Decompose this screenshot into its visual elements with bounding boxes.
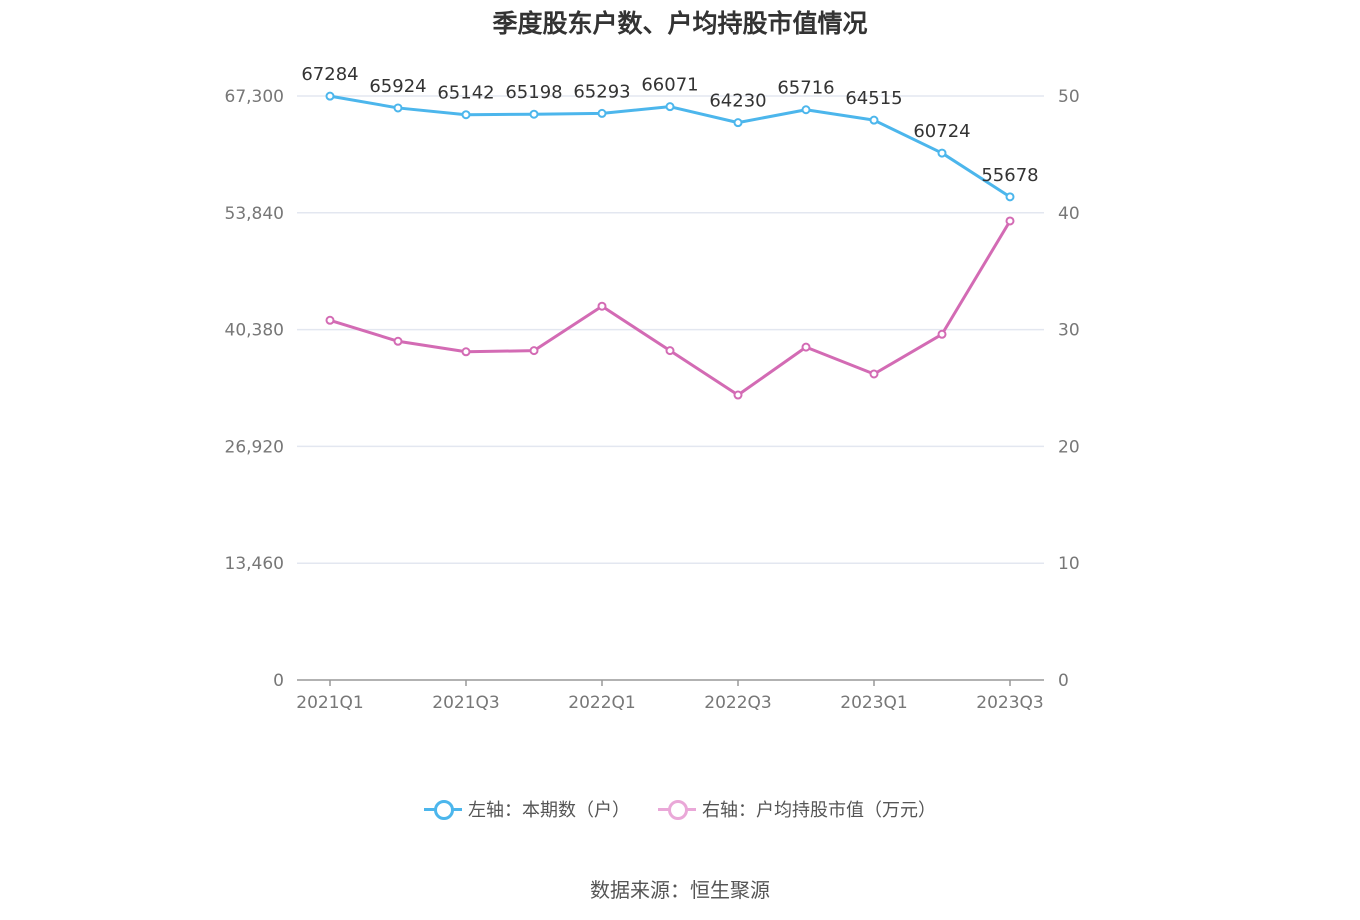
- data-point-avg-holding: [325, 315, 335, 325]
- data-label: 66071: [641, 75, 698, 96]
- data-label: 64515: [845, 88, 902, 109]
- data-point-shareholders: [461, 110, 471, 120]
- x-tick-label: 2023Q3: [976, 693, 1043, 713]
- data-point-shareholders: [1005, 192, 1015, 202]
- legend-item-right-series[interactable]: 右轴：户均持股市值（万元）: [658, 796, 936, 822]
- data-label: 65716: [777, 78, 834, 99]
- data-point-avg-holding: [733, 390, 743, 400]
- data-point-shareholders: [733, 118, 743, 128]
- right-y-tick-label: 10: [1058, 554, 1080, 574]
- left-y-tick-label: 67,300: [225, 87, 284, 107]
- data-point-avg-holding: [665, 346, 675, 356]
- data-point-shareholders: [869, 115, 879, 125]
- data-point-avg-holding: [529, 346, 539, 356]
- data-point-shareholders: [937, 148, 947, 158]
- data-source: 数据来源：恒生聚源: [590, 878, 770, 902]
- left-y-tick-label: 13,460: [225, 554, 284, 574]
- data-label: 65293: [573, 81, 630, 102]
- data-label: 55678: [981, 165, 1038, 186]
- left-y-tick-label: 53,840: [225, 204, 284, 224]
- data-point-avg-holding: [1005, 216, 1015, 226]
- series-line-shareholders: [329, 94, 1011, 199]
- data-point-avg-holding: [597, 301, 607, 311]
- legend-marker-left-icon: [424, 798, 462, 820]
- legend-item-left-series[interactable]: 左轴：本期数（户）: [424, 796, 630, 822]
- legend-label-left: 左轴：本期数（户）: [468, 800, 630, 821]
- data-label: 67284: [301, 64, 358, 85]
- series-line-avg-holding: [329, 220, 1012, 397]
- data-point-shareholders: [665, 102, 675, 112]
- data-point-avg-holding: [869, 369, 879, 379]
- right-y-tick-label: 0: [1058, 671, 1069, 691]
- data-point-shareholders: [597, 108, 607, 118]
- data-point-avg-holding: [937, 329, 947, 339]
- x-tick-label: 2022Q3: [704, 693, 771, 713]
- x-tick-label: 2022Q1: [568, 693, 635, 713]
- data-label: 60724: [913, 121, 970, 142]
- data-point-shareholders: [801, 105, 811, 115]
- data-label: 65924: [369, 76, 426, 97]
- data-label: 65198: [505, 82, 562, 103]
- data-point-avg-holding: [801, 342, 811, 352]
- legend: 左轴：本期数（户） 右轴：户均持股市值（万元）: [0, 796, 1360, 822]
- data-point-avg-holding: [393, 336, 403, 346]
- data-point-shareholders: [529, 109, 539, 119]
- data-point-shareholders: [325, 91, 335, 101]
- left-y-tick-label: 26,920: [225, 437, 284, 457]
- x-tick-label: 2023Q1: [840, 693, 907, 713]
- legend-marker-right-icon: [658, 798, 696, 820]
- right-y-tick-label: 20: [1058, 437, 1080, 457]
- data-label: 64230: [709, 91, 766, 112]
- left-y-tick-label: 0: [273, 671, 284, 691]
- chart-title: 季度股东户数、户均持股市值情况: [492, 9, 868, 38]
- right-y-tick-label: 30: [1058, 321, 1080, 341]
- right-y-tick-label: 50: [1058, 87, 1080, 107]
- data-point-avg-holding: [461, 347, 471, 357]
- left-y-tick-label: 40,380: [225, 321, 284, 341]
- legend-label-right: 右轴：户均持股市值（万元）: [702, 800, 936, 821]
- data-label: 65142: [437, 83, 494, 104]
- x-tick-label: 2021Q3: [432, 693, 499, 713]
- right-y-tick-label: 40: [1058, 204, 1080, 224]
- data-point-shareholders: [393, 103, 403, 113]
- x-tick-label: 2021Q1: [296, 693, 363, 713]
